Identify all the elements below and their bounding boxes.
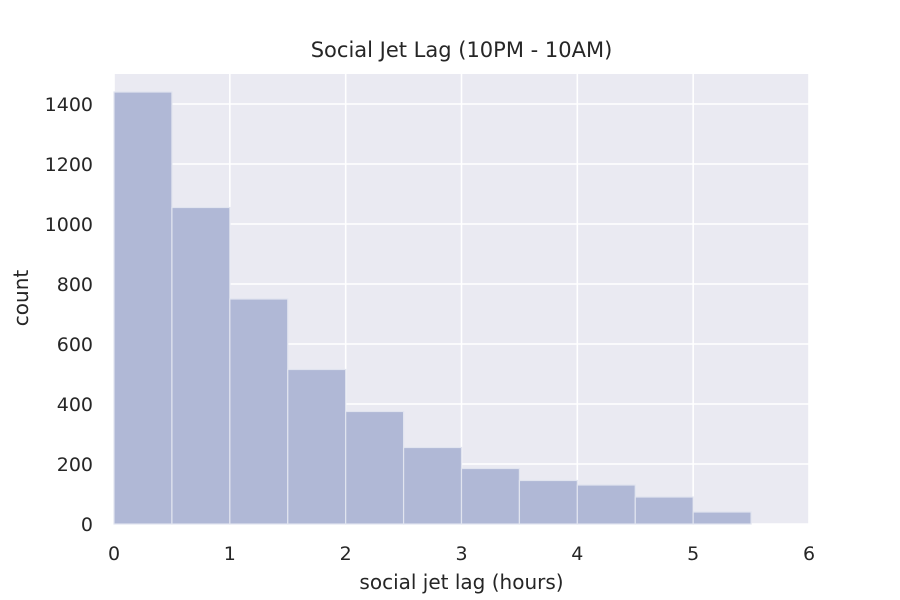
y-tick-label: 0 [81, 514, 93, 536]
x-tick-label: 1 [224, 543, 236, 565]
y-tick-labels: 0 200 400 600 800 1000 1200 1400 [45, 94, 93, 536]
y-tick-label: 800 [57, 274, 93, 296]
histogram-bar [634, 496, 694, 525]
histogram-bar [518, 479, 578, 525]
x-tick-label: 4 [571, 543, 583, 565]
chart-title: Social Jet Lag (10PM - 10AM) [310, 38, 613, 62]
y-tick-label: 200 [57, 454, 93, 476]
histogram-bar [576, 484, 636, 525]
histogram-bar [287, 368, 347, 525]
x-tick-label: 3 [455, 543, 467, 565]
x-tick-label: 6 [803, 543, 815, 565]
histogram-bar [460, 467, 521, 525]
histogram-bar [402, 446, 463, 525]
x-tick-label: 5 [687, 543, 699, 565]
y-tick-label: 1200 [45, 154, 93, 176]
x-tick-label: 0 [108, 543, 120, 565]
histogram-bar [692, 511, 752, 525]
histogram-bar [113, 91, 173, 525]
x-tick-labels: 0 1 2 3 4 5 6 [108, 543, 815, 565]
histogram-bar [229, 298, 289, 525]
histogram-bar [171, 206, 231, 525]
y-tick-label: 400 [57, 394, 93, 416]
y-axis-label: count [9, 269, 33, 327]
histogram-bar [345, 410, 405, 525]
y-tick-label: 600 [57, 334, 93, 356]
x-axis-label: social jet lag (hours) [359, 570, 564, 594]
y-tick-label: 1400 [45, 94, 93, 116]
x-tick-label: 2 [340, 543, 352, 565]
histogram-bars [113, 91, 752, 525]
y-tick-label: 1000 [45, 214, 93, 236]
